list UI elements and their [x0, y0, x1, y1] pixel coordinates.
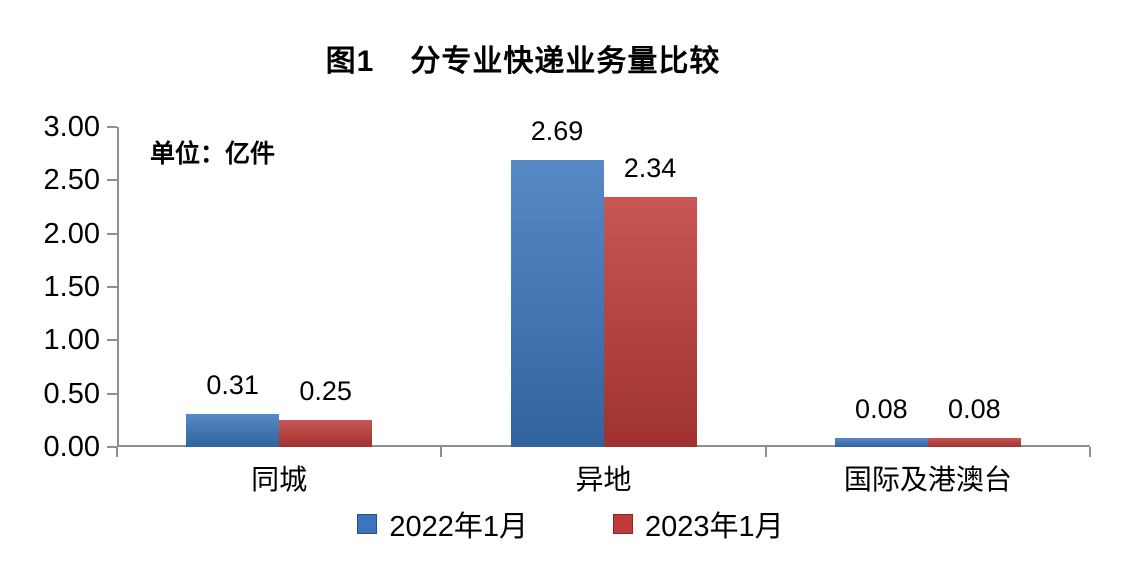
- bar-series-1-cat-2: [510, 160, 604, 447]
- legend-swatch: [357, 514, 378, 534]
- chart-title-text: 分专业快递业务量比较: [410, 45, 721, 78]
- y-tick-mark: [107, 392, 117, 395]
- bar-series-2-cat-3: [927, 438, 1021, 447]
- y-tick-label: 2.50: [43, 164, 100, 197]
- chart-title: 图1 分专业快递业务量比较: [0, 36, 1046, 80]
- x-tick-mark: [116, 447, 118, 457]
- bar-value-label: 0.25: [299, 376, 352, 407]
- legend-swatch: [613, 514, 633, 534]
- y-tick-mark: [107, 339, 117, 342]
- x-tick-mark: [440, 447, 443, 457]
- bar-series-1-cat-3: [834, 438, 928, 447]
- x-tick-mark: [764, 447, 767, 457]
- y-tick-mark: [107, 232, 117, 235]
- y-tick-mark: [107, 286, 117, 288]
- y-tick-mark: [107, 446, 117, 448]
- category-label: 同城: [251, 464, 308, 495]
- category-label: 国际及港澳台: [843, 464, 1012, 495]
- y-tick-label: 1.50: [43, 271, 100, 303]
- bar-series-1-cat-1: [186, 413, 280, 447]
- legend-label: 2022年1月: [389, 511, 528, 543]
- bar-value-label: 0.31: [206, 369, 259, 400]
- unit-label: 单位：亿件: [150, 140, 276, 168]
- y-tick-mark: [107, 179, 117, 182]
- y-tick-label: 2.00: [43, 217, 100, 250]
- bar-series-2-cat-2: [603, 197, 697, 447]
- legend: 2022年1月 2023年1月: [0, 503, 1141, 545]
- legend-label: 2023年1月: [645, 511, 784, 543]
- bar-series-2-cat-1: [279, 420, 373, 447]
- bar-value-label: 2.34: [623, 153, 677, 184]
- y-tick-mark: [107, 126, 117, 128]
- bar-value-label: 0.08: [855, 394, 908, 425]
- chart-title-prefix: 图1: [325, 45, 375, 78]
- bar-value-label: 2.69: [530, 116, 584, 147]
- y-tick-label: 1.00: [43, 324, 100, 357]
- bar-value-label: 0.08: [948, 394, 1001, 425]
- category-label: 异地: [575, 464, 632, 495]
- y-tick-label: 3.00: [43, 111, 100, 143]
- y-tick-label: 0.00: [43, 431, 100, 463]
- x-tick-mark: [1089, 447, 1091, 457]
- legend-item-2: 2023年1月: [613, 503, 784, 545]
- y-tick-label: 0.50: [43, 377, 100, 410]
- legend-item-1: 2022年1月: [357, 503, 528, 545]
